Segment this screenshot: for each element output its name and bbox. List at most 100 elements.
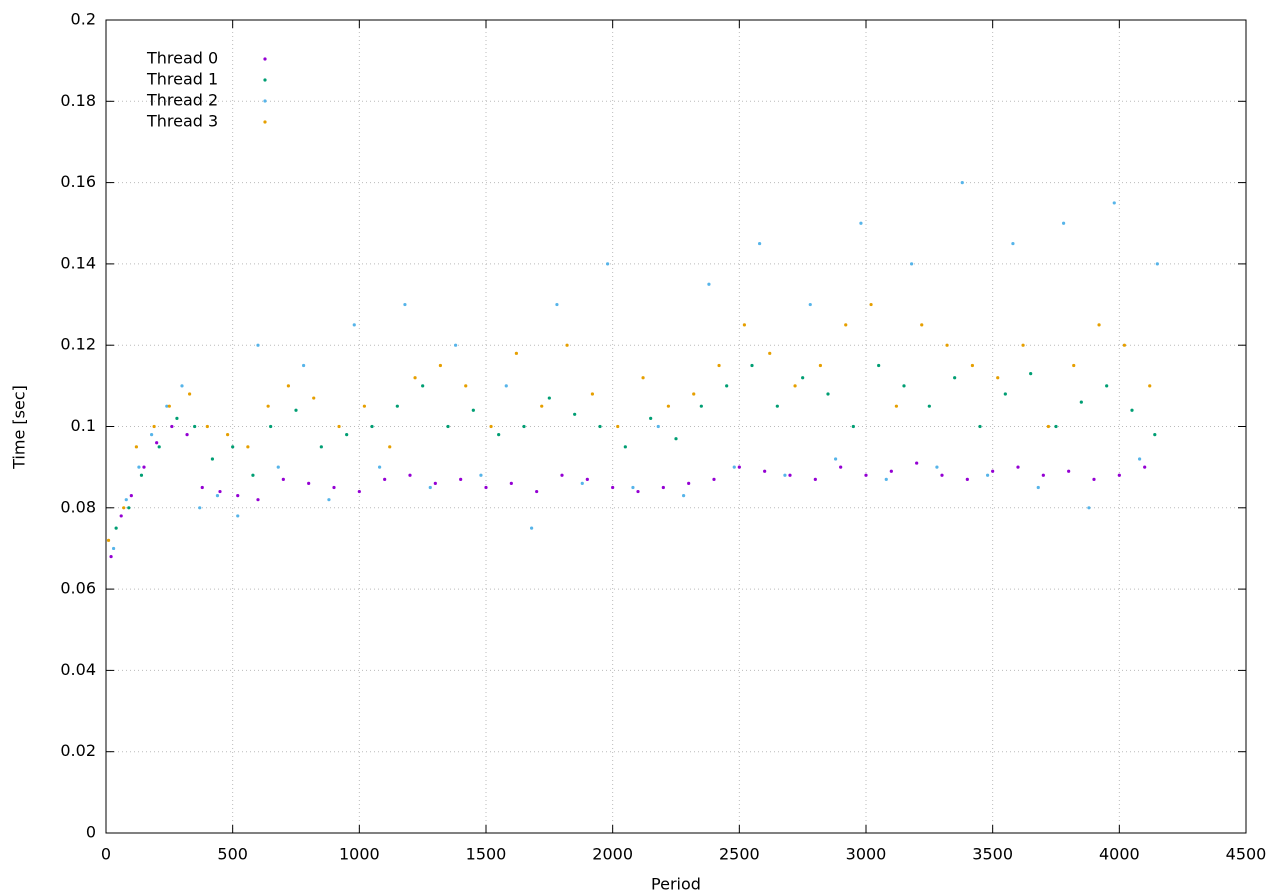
point bbox=[661, 485, 665, 490]
point bbox=[699, 404, 703, 408]
legend-marker bbox=[263, 57, 267, 61]
point bbox=[362, 404, 366, 408]
point bbox=[352, 323, 356, 327]
point bbox=[573, 412, 577, 416]
legend-label: Thread 1 bbox=[146, 70, 218, 89]
point bbox=[1072, 363, 1076, 368]
legend-marker bbox=[263, 99, 267, 103]
point bbox=[127, 506, 131, 510]
point bbox=[167, 404, 171, 408]
point bbox=[864, 473, 868, 477]
point bbox=[489, 424, 493, 429]
point bbox=[945, 343, 949, 347]
point bbox=[978, 424, 982, 429]
point bbox=[1021, 343, 1025, 347]
point bbox=[692, 392, 696, 396]
x-tick-label: 3500 bbox=[972, 845, 1013, 864]
point bbox=[768, 351, 772, 355]
point bbox=[345, 433, 349, 437]
point bbox=[357, 489, 361, 494]
point bbox=[851, 424, 855, 429]
point bbox=[986, 473, 990, 477]
y-tick-label: 0.14 bbox=[60, 253, 96, 272]
point bbox=[504, 384, 508, 388]
point bbox=[1117, 473, 1121, 477]
point bbox=[294, 408, 298, 412]
point bbox=[454, 343, 458, 347]
point bbox=[1097, 323, 1101, 327]
point bbox=[970, 363, 975, 368]
point bbox=[953, 376, 957, 380]
point bbox=[844, 323, 848, 327]
point bbox=[198, 506, 202, 510]
point bbox=[674, 437, 678, 441]
point bbox=[611, 485, 615, 490]
x-tick-label: 4000 bbox=[1099, 845, 1140, 864]
y-tick-label: 0.04 bbox=[60, 660, 96, 679]
point bbox=[119, 514, 123, 518]
point bbox=[737, 465, 741, 469]
point bbox=[286, 384, 290, 388]
legend-marker bbox=[263, 120, 267, 124]
point bbox=[725, 384, 729, 388]
point bbox=[337, 424, 341, 429]
plot-frame bbox=[105, 19, 1247, 834]
point bbox=[370, 424, 374, 429]
point bbox=[565, 343, 569, 347]
point bbox=[165, 404, 169, 408]
point bbox=[927, 404, 931, 408]
y-tick-label: 0.02 bbox=[60, 741, 96, 760]
point bbox=[649, 416, 653, 420]
point bbox=[732, 465, 736, 469]
point bbox=[1130, 408, 1134, 412]
point bbox=[134, 445, 138, 449]
point bbox=[395, 404, 399, 408]
point bbox=[236, 514, 240, 518]
point bbox=[226, 433, 230, 437]
legend-label: Thread 3 bbox=[146, 112, 218, 131]
point bbox=[707, 282, 711, 286]
point bbox=[763, 469, 767, 473]
point bbox=[623, 445, 627, 449]
point bbox=[1003, 392, 1007, 396]
point bbox=[281, 477, 285, 481]
y-tick-label: 0.08 bbox=[60, 497, 96, 516]
point bbox=[479, 473, 483, 477]
point bbox=[606, 262, 610, 266]
point bbox=[793, 384, 797, 388]
point bbox=[742, 323, 747, 327]
point bbox=[656, 424, 660, 429]
point bbox=[383, 477, 387, 481]
point bbox=[150, 433, 154, 437]
point bbox=[902, 384, 906, 388]
point bbox=[193, 424, 197, 429]
point bbox=[256, 498, 260, 502]
point bbox=[1036, 485, 1040, 490]
point bbox=[1046, 424, 1050, 429]
point bbox=[636, 489, 640, 494]
point bbox=[1054, 424, 1058, 429]
point bbox=[1143, 465, 1147, 469]
y-tick-label: 0.1 bbox=[71, 416, 96, 435]
point bbox=[106, 538, 111, 542]
x-tick-label: 1500 bbox=[466, 845, 507, 864]
point bbox=[312, 396, 316, 400]
point bbox=[1092, 477, 1096, 481]
point bbox=[682, 494, 686, 498]
point bbox=[185, 433, 189, 437]
point bbox=[712, 477, 716, 481]
point bbox=[1122, 343, 1126, 347]
point bbox=[965, 477, 969, 481]
point bbox=[877, 363, 881, 368]
point bbox=[1138, 457, 1142, 461]
point bbox=[266, 404, 270, 408]
y-tick-label: 0 bbox=[86, 823, 96, 842]
point bbox=[960, 181, 964, 185]
point bbox=[834, 457, 838, 461]
point bbox=[750, 363, 754, 368]
point bbox=[124, 498, 128, 502]
point bbox=[1041, 473, 1045, 477]
x-tick-label: 2000 bbox=[592, 845, 633, 864]
point bbox=[1011, 241, 1015, 246]
